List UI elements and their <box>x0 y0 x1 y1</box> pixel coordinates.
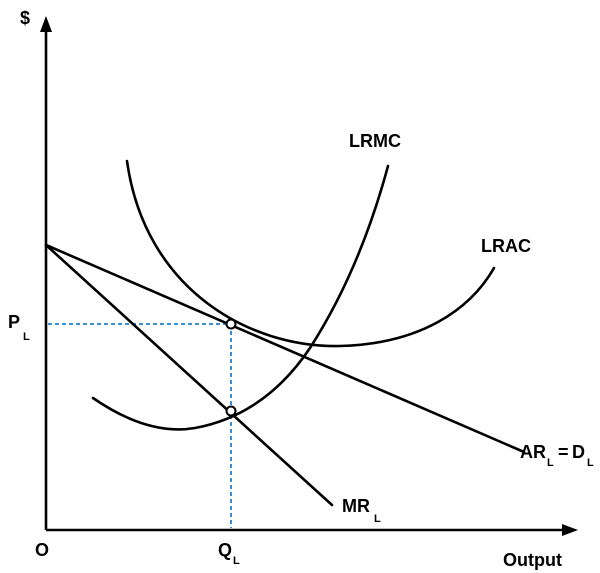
svg-text:P: P <box>8 312 20 332</box>
svg-text:D: D <box>572 442 585 462</box>
marginal-revenue-curve <box>44 243 334 507</box>
x-axis-arrow <box>562 524 578 536</box>
svg-text:=: = <box>553 442 574 462</box>
demand-curve <box>44 243 526 454</box>
svg-text:Q: Q <box>218 540 232 560</box>
tangency-point-marker <box>225 318 237 330</box>
mr-label: MR L <box>342 496 381 525</box>
demand-label: AR L = D L <box>520 442 594 469</box>
y-axis-label: $ <box>20 8 30 28</box>
mr-lrmc-intersection-marker <box>225 405 237 417</box>
y-axis-arrow <box>40 16 52 32</box>
svg-text:L: L <box>23 331 30 343</box>
quantity-label: Q L <box>218 540 240 567</box>
lrac-curve <box>125 159 496 348</box>
price-label: P L <box>8 312 30 343</box>
lrmc-label: LRMC <box>349 131 401 151</box>
origin-label: O <box>35 540 49 560</box>
lrmc-curve <box>91 164 390 431</box>
lrac-label: LRAC <box>481 236 531 256</box>
svg-text:L: L <box>587 457 594 469</box>
svg-text:MR: MR <box>342 496 370 516</box>
svg-text:L: L <box>374 513 381 525</box>
svg-text:L: L <box>547 457 554 469</box>
x-axis-label: Output <box>503 550 562 570</box>
svg-text:L: L <box>233 555 240 567</box>
svg-text:AR: AR <box>520 442 546 462</box>
